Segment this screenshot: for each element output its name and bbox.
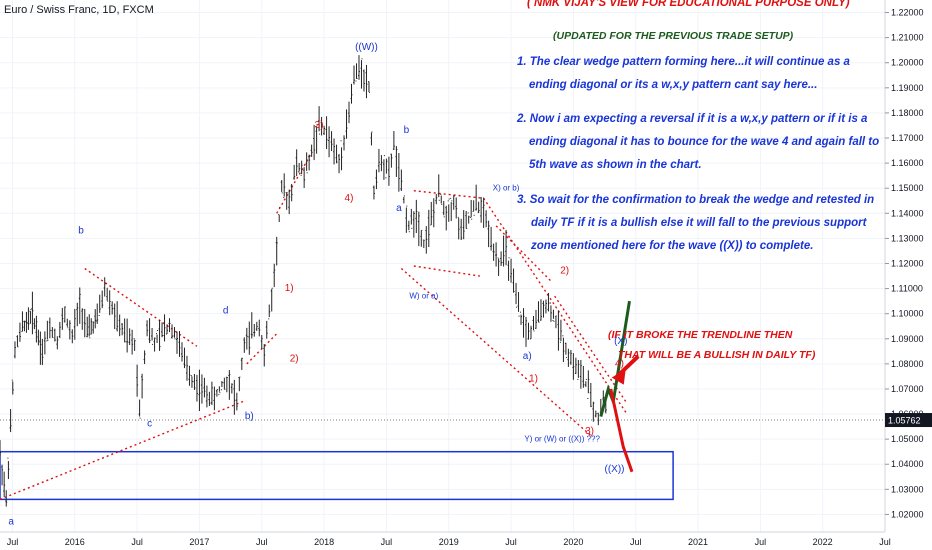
wave-label: 2): [290, 353, 299, 364]
note-p2-line2: ending diagonal it has to bounce for the…: [529, 136, 880, 148]
y-tick-label: 1.09000: [891, 334, 924, 344]
y-tick-label: 1.19000: [891, 83, 924, 93]
sub-note: (UPDATED FOR THE PREVIOUS TRADE SETUP): [553, 30, 794, 42]
y-tick-label: 1.08000: [891, 359, 924, 369]
grid-lines: [0, 0, 886, 532]
note-p2-line1: 2. Now i am expecting a reversal if it i…: [517, 113, 868, 125]
trendline: [483, 197, 628, 415]
x-tick-label: 2021: [688, 537, 708, 547]
y-tick-label: 1.13000: [891, 233, 924, 243]
note-p1-line1: 1. The clear wedge pattern forming here.…: [517, 56, 850, 68]
wave-label: 3): [585, 426, 594, 437]
y-tick-label: 1.14000: [891, 208, 924, 218]
wave-label: W) or a): [409, 292, 438, 301]
x-tick-label: Jul: [879, 537, 891, 547]
x-tick-label: Jul: [381, 537, 393, 547]
wave-label: b: [78, 225, 84, 236]
x-tick-label: Jul: [630, 537, 642, 547]
y-tick-label: 1.11000: [891, 284, 923, 294]
trendlines: [0, 152, 628, 501]
symbol-label: Euro / Swiss Franc, 1D, FXCM: [4, 4, 154, 16]
x-tick-label: 2016: [65, 537, 85, 547]
price-badge-label: 1.05762: [888, 416, 921, 426]
y-tick-label: 1.02000: [891, 509, 924, 519]
trendline: [495, 225, 552, 282]
y-tick-label: 1.04000: [891, 459, 924, 469]
price-series: [0, 55, 607, 507]
pointer-arrowhead: [611, 368, 626, 385]
x-tick-label: Jul: [505, 537, 517, 547]
note-p3-line3: zone mentioned here for the wave ((X)) t…: [531, 240, 814, 252]
trendline: [413, 190, 484, 199]
x-tick-label: 2019: [439, 537, 459, 547]
wave-label: 1): [529, 373, 538, 384]
x-axis: Jul 2016 Jul 2017 Jul 2018 Jul 2019 Jul 2020 Jul 20…: [0, 531, 891, 547]
trendline: [413, 265, 480, 277]
y-axis: 1.22000 1.21000 1.20000 1.19000 1.18000 1.170…: [884, 0, 932, 550]
wave-label: (X): [614, 336, 627, 347]
support-zone: [0, 450, 674, 501]
x-tick-label: 2020: [563, 537, 583, 547]
bearish-path: [609, 388, 634, 473]
trendline: [554, 295, 627, 402]
last-price-badge: 1.05762: [0, 413, 932, 428]
wave-label: 3): [315, 120, 324, 131]
red-note-line2: THAT WILL BE A BULLISH IN DAILY TF): [618, 349, 816, 361]
wave-label: X) or b): [493, 184, 520, 193]
wave-label: a: [396, 203, 402, 214]
trendline: [0, 400, 244, 501]
wave-label: d: [223, 306, 229, 317]
note-p2-line3: 5th wave as shown in the chart.: [529, 159, 702, 171]
wave-label: b: [404, 125, 410, 136]
y-tick-label: 1.07000: [891, 384, 924, 394]
trendline: [400, 267, 593, 438]
x-tick-label: Jul: [755, 537, 767, 547]
x-tick-label: 2022: [813, 537, 833, 547]
y-tick-label: 1.03000: [891, 484, 924, 494]
wave-label: 2): [560, 266, 569, 277]
red-note-line1: (IF IT BROKE THE TRENDLINE THEN: [608, 329, 793, 341]
wave-label: ((W)): [355, 42, 378, 53]
y-tick-label: 1.16000: [891, 158, 924, 168]
support-zone-rect: [0, 450, 674, 501]
trendline: [84, 267, 198, 347]
wave-label: 1): [285, 283, 294, 294]
note-p3-line2: daily TF if it is a bullish else it will…: [531, 217, 867, 229]
wave-label: a: [8, 516, 14, 527]
y-tick-label: 1.20000: [891, 58, 924, 68]
wave-label: b): [245, 411, 254, 422]
y-tick-label: 1.17000: [891, 133, 924, 143]
note-p3-line1: 3. So wait for the confirmation to break…: [517, 194, 875, 206]
x-tick-label: Jul: [131, 537, 143, 547]
y-axis-bg: [885, 0, 932, 550]
y-tick-label: 1.15000: [891, 183, 924, 193]
header-note: ( NMK VIJAY'S VIEW FOR EDUCATIONAL PURPO…: [527, 0, 850, 9]
y-tick-label: 1.05000: [891, 434, 924, 444]
wave-label: 4): [615, 358, 624, 369]
wave-label: 4): [345, 193, 354, 204]
y-tick-label: 1.10000: [891, 309, 924, 319]
y-tick-label: 1.22000: [891, 8, 924, 18]
y-tick-label: 1.18000: [891, 108, 924, 118]
x-tick-label: Jul: [256, 537, 268, 547]
note-p1-line2: ending diagonal or its a w,x,y pattern c…: [529, 79, 818, 91]
y-tick-label: 1.12000: [891, 258, 924, 268]
wave-label: Y) or (W) or ((X)) ???: [524, 435, 600, 444]
x-tick-label: Jul: [7, 537, 19, 547]
wave-labels: a b c d b) 1) 2) 3) 4) ((W)) b a W) or a) X) or b) a) 1…: [8, 42, 627, 527]
y-tick-label: 1.21000: [891, 33, 924, 43]
projection-arrows: [599, 300, 640, 473]
x-tick-label: 2017: [189, 537, 209, 547]
wave-label: c: [147, 419, 152, 430]
trendline: [276, 152, 313, 214]
price-badge-bg: [885, 413, 932, 428]
wave-label: a): [523, 351, 532, 362]
x-tick-label: 2018: [314, 537, 334, 547]
wave-label: ((X)): [605, 464, 625, 475]
